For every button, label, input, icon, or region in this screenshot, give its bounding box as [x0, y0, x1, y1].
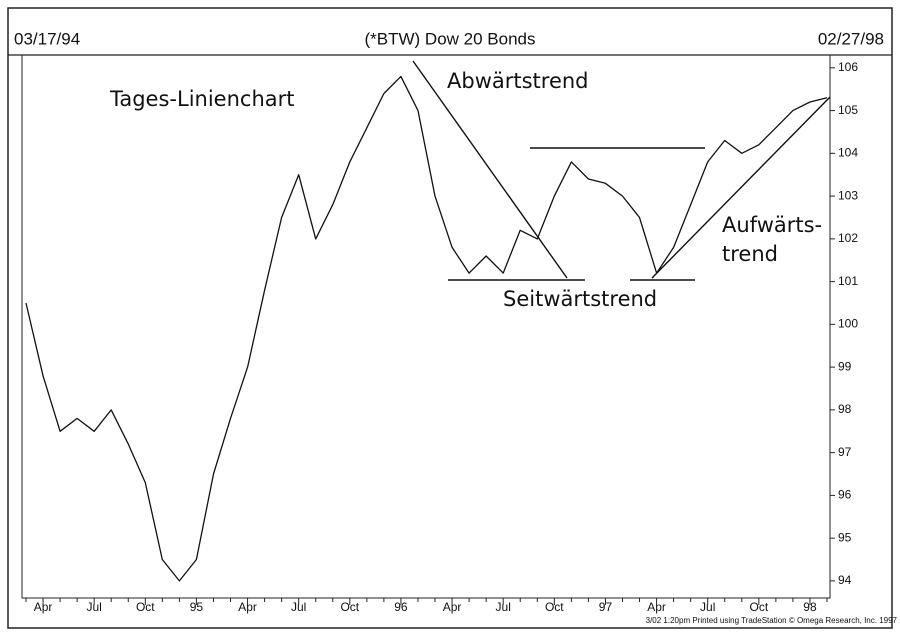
x-tick-label: Apr: [238, 600, 257, 614]
trend-lines: [412, 60, 831, 281]
x-tick-label: Jul: [700, 600, 715, 614]
x-tick-label: 97: [599, 600, 613, 614]
y-tick-label: 106: [838, 60, 858, 74]
downtrend-line: [412, 60, 568, 279]
y-tick-label: 96: [838, 488, 852, 502]
footer: 3/02 1:20pm Printed using TradeStation ©…: [646, 616, 898, 625]
x-tick-label: Apr: [647, 600, 666, 614]
uptrend-line: [651, 96, 831, 279]
x-tick-label: 96: [394, 600, 408, 614]
y-tick-label: 99: [838, 359, 852, 373]
x-tick-label: 95: [190, 600, 204, 614]
y-tick-label: 102: [838, 231, 858, 245]
y-tick-label: 94: [838, 573, 852, 587]
x-tick-label: Oct: [545, 600, 564, 614]
y-tick-label: 97: [838, 445, 852, 459]
end-date: 02/27/98: [818, 29, 884, 48]
start-date: 03/17/94: [14, 29, 80, 48]
x-tick-label: Jul: [496, 600, 511, 614]
y-tick-label: 103: [838, 188, 858, 202]
y-tick-label: 95: [838, 530, 852, 544]
annotation: trend: [722, 242, 778, 266]
annotation: Tages-Linienchart: [109, 87, 295, 111]
y-tick-label: 100: [838, 317, 858, 331]
y-tick-label: 104: [838, 146, 858, 160]
annotation: Aufwärts-: [722, 213, 822, 237]
x-tick-label: Apr: [34, 600, 53, 614]
frame: [7, 7, 893, 629]
annotation: Seitwärtstrend: [503, 287, 657, 311]
price-line: [25, 75, 828, 582]
x-tick-label: Apr: [443, 600, 462, 614]
annotation: Abwärtstrend: [447, 69, 589, 93]
x-tick-label: Oct: [340, 600, 359, 614]
chart-title: (*BTW) Dow 20 Bonds: [365, 29, 536, 48]
x-tick-label: Jul: [86, 600, 101, 614]
plot-area: [21, 54, 831, 599]
y-tick-label: 105: [838, 103, 858, 117]
x-tick-label: Jul: [291, 600, 306, 614]
x-tick-label: Oct: [136, 600, 155, 614]
y-tick-label: 98: [838, 402, 852, 416]
x-tick-label: 98: [803, 600, 817, 614]
x-tick-label: Oct: [749, 600, 768, 614]
y-tick-label: 101: [838, 274, 858, 288]
